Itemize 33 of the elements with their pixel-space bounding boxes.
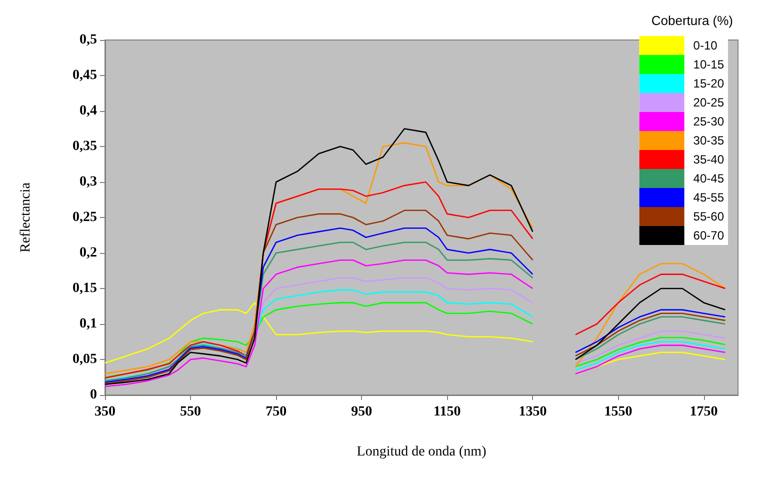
- x-tick-label: 1750: [690, 404, 718, 420]
- y-tick-label: 0,4: [80, 104, 97, 118]
- y-tick-label: 0,35: [72, 139, 97, 154]
- y-tick-label: 0,5: [80, 32, 97, 48]
- x-tick-label: 1350: [518, 404, 547, 420]
- legend-label: 40-45: [693, 172, 724, 186]
- y-tick-label: 0,3: [80, 174, 97, 190]
- y-tick-label: 0,2: [80, 246, 97, 260]
- legend-label: 25-30: [693, 114, 724, 128]
- x-axis-title: Longitud de onda (nm): [356, 444, 487, 460]
- legend-label: 30-35: [693, 134, 724, 148]
- y-tick-label: 0: [90, 388, 97, 402]
- y-tick-label: 0,45: [72, 68, 97, 83]
- legend-title: Cobertura (%): [651, 13, 734, 28]
- legend-label: 35-40: [693, 152, 724, 166]
- legend-label: 55-60: [693, 210, 724, 224]
- x-tick-label: 1150: [434, 404, 461, 420]
- legend-label: 10-15: [693, 58, 724, 72]
- legend-label: 45-55: [693, 190, 724, 204]
- x-tick-label: 750: [266, 404, 287, 420]
- x-tick-label: 350: [94, 404, 116, 420]
- legend-label: 60-70: [693, 228, 724, 242]
- x-tick-label: 950: [351, 404, 372, 420]
- x-tick-label: 550: [180, 404, 202, 420]
- y-tick-label: 0,05: [72, 352, 97, 367]
- legend-label: 15-20: [693, 76, 724, 90]
- y-axis-title: Reflectancia: [18, 182, 34, 252]
- y-tick-label: 0,15: [72, 281, 97, 296]
- legend-label: 0-10: [693, 38, 718, 52]
- y-tick-label: 0,1: [80, 316, 97, 332]
- y-tick-label: 0,25: [72, 210, 97, 225]
- legend-label: 20-25: [693, 96, 724, 110]
- x-tick-label: 1550: [604, 404, 632, 420]
